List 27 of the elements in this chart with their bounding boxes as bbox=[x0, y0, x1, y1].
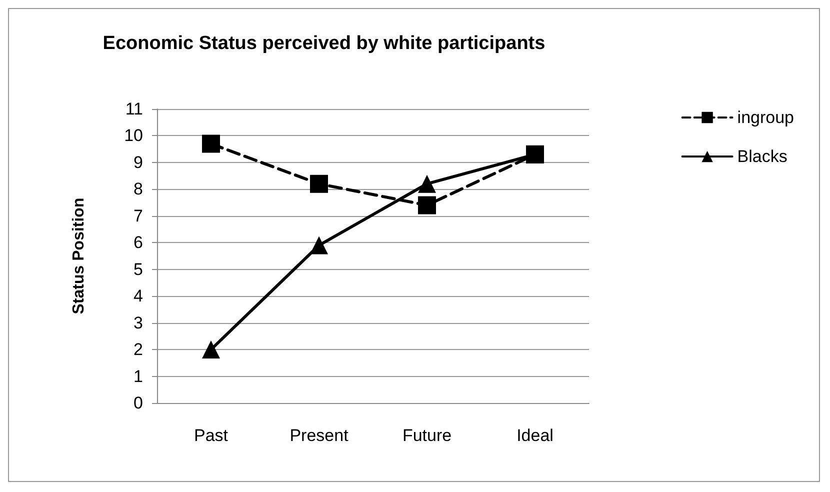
point bbox=[310, 174, 328, 193]
point bbox=[526, 145, 544, 164]
point bbox=[202, 340, 220, 359]
y-tick-label: 11 bbox=[125, 100, 143, 118]
y-tick-label: 1 bbox=[134, 366, 143, 386]
y-tick-label: 5 bbox=[134, 260, 143, 279]
y-tick-label: 7 bbox=[134, 206, 143, 226]
y-tick-label: 2 bbox=[134, 340, 143, 360]
y-axis-title: Status Position bbox=[70, 198, 88, 314]
point bbox=[310, 236, 328, 254]
legend-label: Blacks bbox=[737, 147, 788, 166]
y-tick-label: 10 bbox=[124, 126, 143, 146]
point bbox=[202, 134, 220, 153]
point bbox=[418, 174, 436, 193]
x-tick-label: Ideal bbox=[516, 426, 554, 445]
y-tick-label: 6 bbox=[134, 233, 143, 252]
y-tick-label: 8 bbox=[134, 180, 143, 199]
y-tick-label: 3 bbox=[134, 313, 143, 332]
x-tick-label: Future bbox=[402, 426, 452, 445]
y-tick-label: 9 bbox=[134, 152, 143, 172]
y-tick-label: 0 bbox=[134, 394, 143, 412]
chart-title: Economic Status perceived by white participants bbox=[102, 33, 546, 54]
y-tick-label: 4 bbox=[134, 286, 143, 306]
x-tick-label: Present bbox=[290, 426, 349, 445]
x-tick-label: Past bbox=[194, 426, 228, 445]
point bbox=[418, 196, 436, 214]
legend-label: ingroup bbox=[737, 108, 794, 127]
